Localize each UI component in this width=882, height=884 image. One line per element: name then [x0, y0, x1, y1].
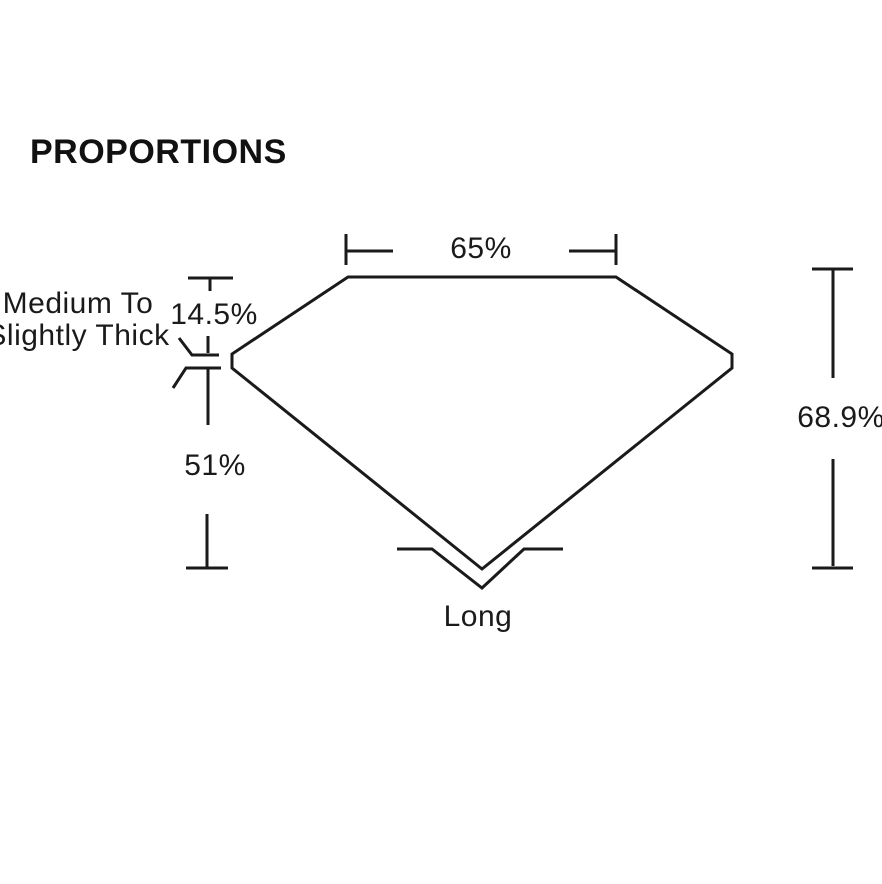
total-depth-dimension — [812, 267, 853, 570]
pavilion-depth-dimension — [186, 368, 228, 570]
girdle-bracket — [171, 337, 221, 389]
lower-half-length-label: Long — [443, 600, 513, 633]
page-title: PROPORTIONS — [30, 133, 287, 171]
table-width-dimension — [344, 234, 618, 265]
culet-length-marker — [397, 547, 563, 590]
girdle-bracket-upper — [177, 337, 219, 357]
diamond-outline — [230, 275, 734, 571]
crown-height-dimension — [188, 276, 233, 353]
crown-height-label: 14.5% — [170, 298, 258, 331]
girdle-thickness-label: Medium To Slightly Thick — [0, 287, 170, 352]
total-depth-label: 68.9% — [797, 401, 882, 434]
table-width-label: 65% — [450, 232, 512, 265]
girdle-bracket-lower — [171, 366, 221, 389]
pavilion-depth-label: 51% — [184, 449, 246, 482]
